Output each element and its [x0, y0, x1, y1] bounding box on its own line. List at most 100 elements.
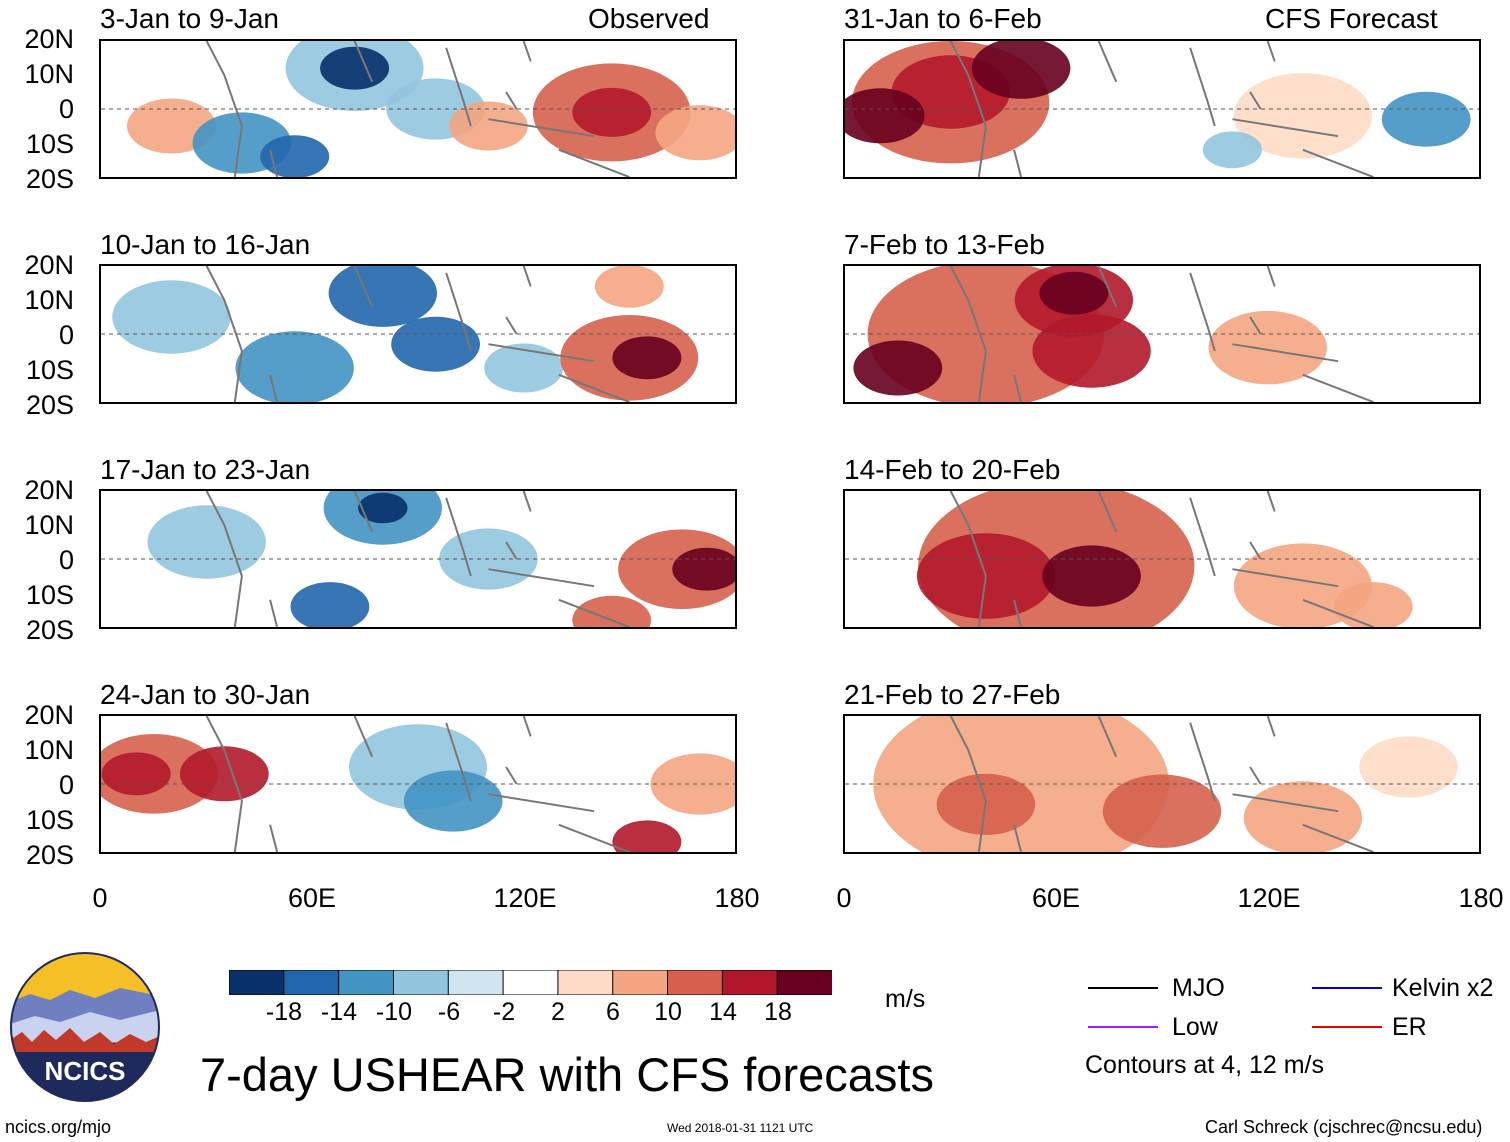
legend-er-label: ER — [1392, 1013, 1427, 1041]
anomaly-blob — [147, 505, 266, 579]
colorbar — [228, 969, 833, 996]
anomaly-blob — [1381, 91, 1471, 147]
colorbar-swatch — [721, 969, 779, 996]
panel-title-1: 3-Jan to 9-Jan — [100, 3, 279, 34]
anomaly-blob — [1042, 545, 1141, 607]
anomaly-blob — [650, 753, 735, 815]
footer-timestamp: Wed 2018-01-31 1121 UTC — [667, 1121, 814, 1135]
anomaly-blob — [1333, 582, 1413, 627]
lat-tick-20s: 20S — [25, 164, 74, 194]
lon-tick-60e-right: 60E — [1031, 883, 1081, 913]
lat-tick-10s: 10S — [25, 129, 74, 159]
coastline — [949, 266, 1374, 402]
lat-tick-0: 0 — [58, 770, 74, 800]
legend-low-line — [1088, 1026, 1158, 1028]
anomaly-blob — [320, 46, 390, 90]
lon-tick-120e-right: 120E — [1237, 883, 1301, 913]
anomaly-blob — [1243, 781, 1363, 852]
anomaly-blob — [845, 88, 925, 144]
lat-tick-20n: 20N — [24, 475, 74, 505]
colorbar-swatch — [612, 969, 669, 996]
coastline — [949, 716, 1374, 852]
lon-tick-0-left: 0 — [92, 883, 108, 913]
legend-mjo-line — [1088, 987, 1158, 989]
lat-tick-10s: 10S — [25, 580, 74, 610]
coastline — [205, 41, 630, 177]
lat-tick-0: 0 — [58, 545, 74, 575]
observed-header: Observed — [588, 3, 710, 34]
panel-title-2: 10-Jan to 16-Jan — [100, 229, 311, 260]
footer-url[interactable]: ncics.org/mjo — [5, 1117, 112, 1137]
legend-low-label: Low — [1172, 1013, 1218, 1041]
anomaly-blob — [290, 582, 370, 627]
lat-tick-10n: 10N — [24, 735, 74, 765]
ncics-logo: NCICS — [10, 952, 160, 1102]
anomaly-blob — [572, 595, 652, 627]
anomaly-blob — [112, 280, 231, 354]
anomaly-blob — [1039, 271, 1109, 315]
map-panel-6 — [843, 264, 1481, 404]
anomaly-blob — [612, 820, 682, 852]
panel-title-6: 7-Feb to 13-Feb — [844, 229, 1045, 260]
anomaly-blob — [594, 266, 664, 308]
anomaly-blob — [971, 41, 1071, 99]
main-title: 7-day USHEAR with CFS forecasts — [200, 1048, 934, 1101]
lat-tick-20n: 20N — [24, 24, 74, 54]
coastline — [205, 266, 630, 402]
colorbar-swatch — [392, 969, 450, 996]
lat-tick-20n: 20N — [24, 250, 74, 280]
lat-tick-20s: 20S — [25, 390, 74, 420]
lon-tick-120e-left: 120E — [493, 883, 557, 913]
lat-tick-10n: 10N — [24, 285, 74, 315]
coastline — [949, 41, 1374, 177]
colorbar-label: -14 — [320, 998, 358, 1026]
anomaly-blob — [1102, 774, 1222, 848]
anomaly-blob — [179, 746, 269, 802]
anomaly-blob — [1233, 73, 1372, 159]
coastline — [205, 716, 630, 852]
colorbar-label: -18 — [265, 998, 303, 1026]
anomaly-blob — [260, 135, 330, 177]
map-panel-3 — [99, 489, 737, 629]
lon-tick-60e-left: 60E — [287, 883, 337, 913]
anomaly-blob — [1032, 314, 1151, 388]
anomaly-blob — [484, 343, 564, 393]
panel-title-7: 14-Feb to 20-Feb — [844, 454, 1061, 485]
map-panel-7 — [843, 489, 1481, 629]
anomaly-blob — [572, 87, 652, 137]
colorbar-swatch — [502, 969, 559, 996]
lon-tick-180-left: 180 — [714, 883, 760, 913]
coastline — [205, 491, 630, 627]
legend-kelvin-line — [1312, 987, 1382, 989]
colorbar-swatch — [667, 969, 724, 996]
logo-text: NCICS — [45, 1056, 126, 1086]
colorbar-swatch — [338, 969, 395, 996]
colorbar-label: 10 — [654, 998, 682, 1026]
colorbar-units: m/s — [885, 985, 926, 1013]
colorbar-label: -6 — [437, 998, 461, 1026]
colorbar-label: 18 — [764, 998, 792, 1026]
anomaly-blob — [235, 331, 354, 402]
anomaly-blob — [612, 336, 682, 380]
lat-tick-10n: 10N — [24, 510, 74, 540]
lat-tick-10s: 10S — [25, 355, 74, 385]
anomaly-blob — [391, 316, 480, 372]
lat-tick-10n: 10N — [24, 59, 74, 89]
footer-author: Carl Schreck (cjschrec@ncsu.edu) — [1205, 1117, 1483, 1137]
map-panel-5 — [843, 39, 1481, 179]
lat-tick-0: 0 — [58, 320, 74, 350]
contour-note: Contours at 4, 12 m/s — [1085, 1051, 1325, 1079]
lon-tick-180-right: 180 — [1458, 883, 1504, 913]
anomaly-blob — [403, 770, 503, 832]
map-panel-1 — [99, 39, 737, 179]
anomaly-blob — [101, 752, 171, 796]
anomaly-blob — [328, 266, 437, 327]
colorbar-label: -2 — [492, 998, 516, 1026]
legend-kelvin-label: Kelvin x2 — [1392, 974, 1494, 1002]
panel-title-4: 24-Jan to 30-Jan — [100, 679, 311, 710]
coastline — [949, 491, 1374, 627]
lat-tick-20n: 20N — [24, 700, 74, 730]
legend-er-line — [1312, 1026, 1382, 1028]
anomaly-blob — [1202, 131, 1262, 169]
colorbar-label: 6 — [606, 998, 620, 1026]
